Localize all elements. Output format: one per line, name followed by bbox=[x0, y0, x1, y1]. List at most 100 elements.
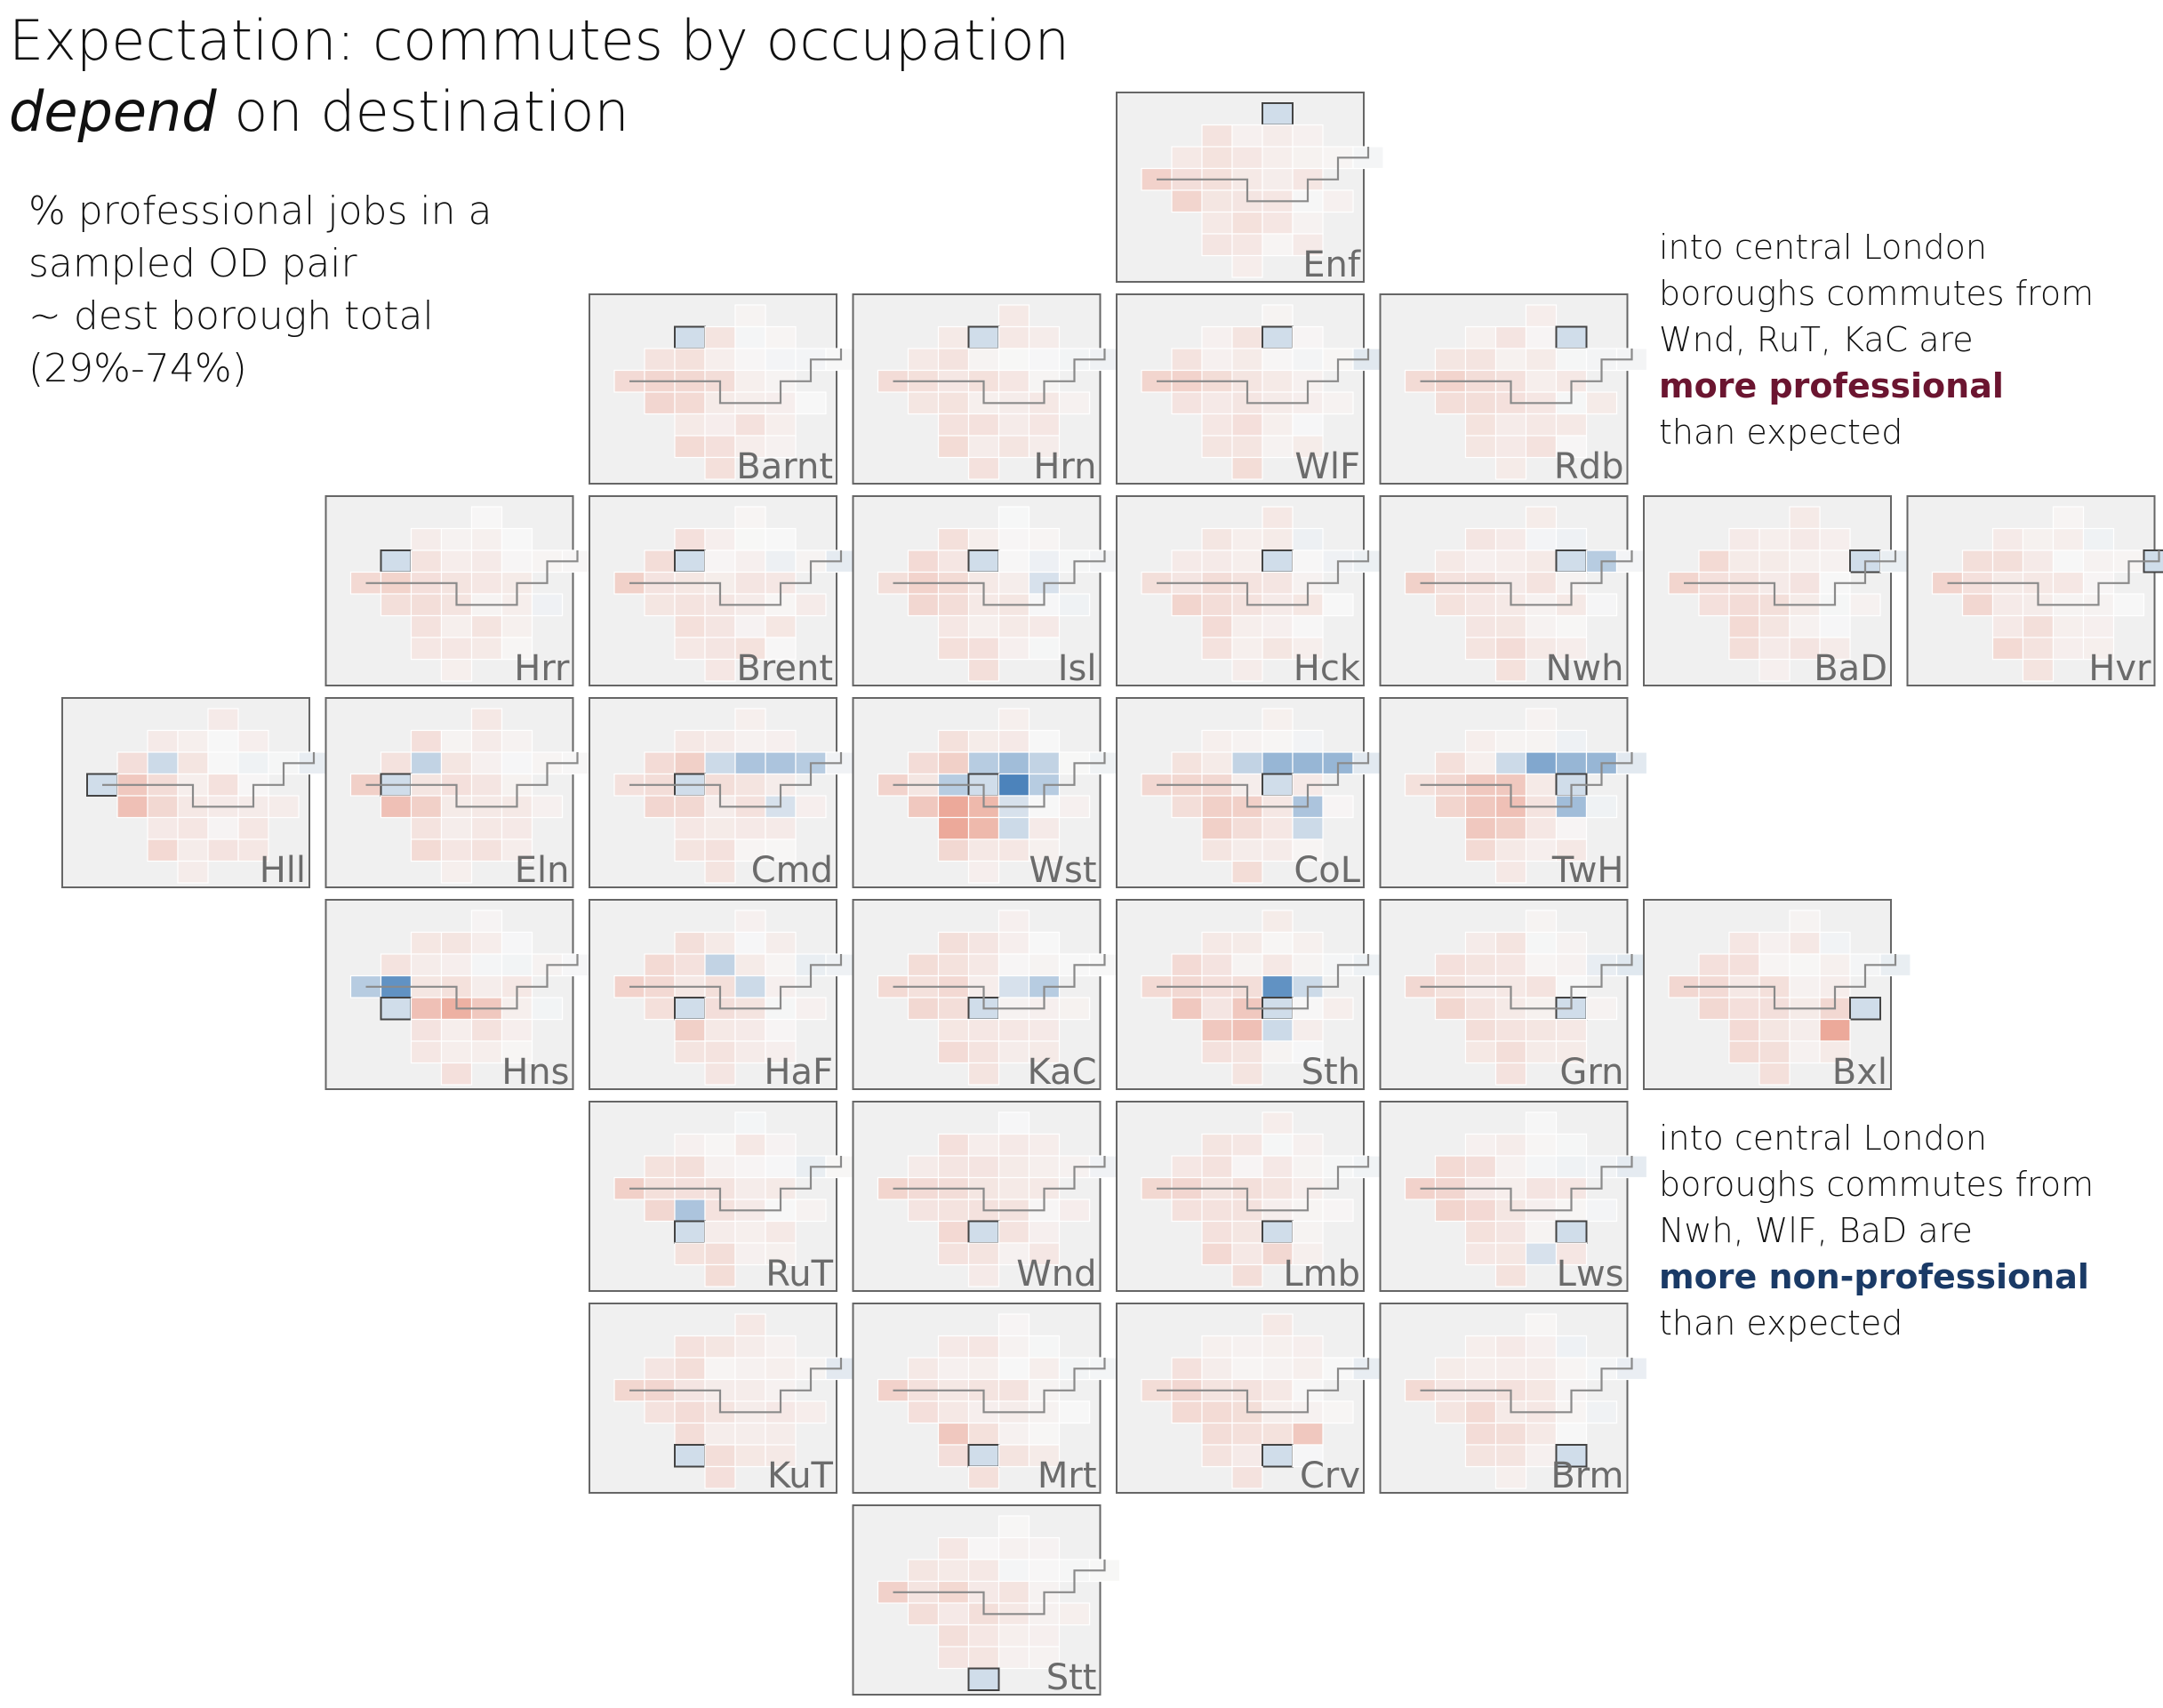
origin-cell bbox=[1728, 931, 1760, 955]
origin-cell bbox=[1231, 637, 1263, 661]
origin-cell bbox=[734, 1018, 766, 1042]
origin-cell bbox=[704, 1220, 736, 1244]
origin-cell bbox=[704, 549, 736, 573]
destination-cell bbox=[1262, 1444, 1294, 1468]
origin-cell bbox=[704, 1062, 736, 1086]
origin-cell bbox=[644, 795, 676, 819]
origin-cell bbox=[237, 751, 269, 775]
origin-cell bbox=[1262, 1378, 1294, 1402]
origin-cell bbox=[1525, 816, 1558, 840]
origin-cell bbox=[2022, 527, 2055, 551]
origin-cell bbox=[1555, 1133, 1588, 1157]
origin-cell bbox=[937, 549, 970, 573]
origin-cell bbox=[1058, 1400, 1091, 1424]
origin-cell bbox=[1171, 1199, 1203, 1223]
origin-cell bbox=[1525, 1357, 1558, 1381]
origin-cell bbox=[1058, 1602, 1091, 1626]
origin-cell bbox=[734, 1313, 766, 1337]
panel-rut: RuT bbox=[589, 1101, 857, 1295]
origin-cell bbox=[410, 838, 443, 862]
origin-cell bbox=[531, 795, 564, 819]
origin-cell bbox=[1464, 637, 1497, 661]
annotation-line: into central London bbox=[1659, 228, 1987, 267]
origin-cell bbox=[704, 348, 736, 372]
origin-cell bbox=[734, 1335, 766, 1359]
origin-cell bbox=[1231, 1220, 1263, 1244]
origin-cell bbox=[704, 637, 736, 661]
origin-cell bbox=[1028, 729, 1061, 753]
destination-cell bbox=[967, 1220, 1000, 1244]
origin-cell bbox=[1231, 325, 1263, 349]
origin-cell bbox=[1494, 1335, 1527, 1359]
origin-cell bbox=[704, 413, 736, 437]
origin-cell bbox=[470, 974, 503, 998]
origin-cell bbox=[1464, 527, 1497, 551]
origin-cell bbox=[2082, 549, 2115, 573]
origin-cell bbox=[674, 637, 706, 661]
origin-cell bbox=[1991, 549, 2024, 573]
origin-cell bbox=[1464, 1422, 1497, 1446]
origin-cell bbox=[1231, 1062, 1263, 1086]
origin-cell bbox=[1555, 729, 1588, 753]
origin-cell bbox=[674, 1040, 706, 1064]
origin-cell bbox=[2022, 637, 2055, 661]
origin-cell bbox=[1525, 1220, 1558, 1244]
river-line bbox=[893, 349, 1106, 405]
chart-title: Expectation: commutes by occupation depe… bbox=[9, 5, 1069, 148]
origin-cell bbox=[470, 1018, 503, 1042]
panel-label: Nwh bbox=[1546, 648, 1624, 689]
origin-cell bbox=[410, 527, 443, 551]
origin-cell bbox=[1494, 413, 1527, 437]
origin-cell bbox=[147, 838, 179, 862]
origin-cell bbox=[1464, 795, 1497, 819]
origin-cell bbox=[997, 1422, 1030, 1446]
origin-cell bbox=[1262, 211, 1294, 235]
origin-cell bbox=[501, 953, 533, 977]
origin-cell bbox=[1758, 1040, 1790, 1064]
origin-cell bbox=[1231, 658, 1263, 682]
panel-grn: Grn bbox=[1379, 899, 1648, 1093]
panel-nwh: Nwh bbox=[1379, 495, 1648, 689]
origin-cell bbox=[967, 1646, 1000, 1670]
origin-cell bbox=[644, 997, 676, 1021]
origin-cell bbox=[1789, 953, 1821, 977]
origin-cell bbox=[1494, 549, 1527, 573]
origin-cell bbox=[1028, 1242, 1061, 1266]
origin-cell bbox=[1201, 1242, 1233, 1266]
origin-cell bbox=[1231, 146, 1263, 170]
origin-cell bbox=[674, 435, 706, 459]
origin-cell bbox=[997, 637, 1030, 661]
origin-cell bbox=[1231, 614, 1263, 638]
river-line bbox=[1684, 954, 1897, 1010]
origin-cell bbox=[1231, 751, 1263, 775]
panel-brm: Brm bbox=[1379, 1303, 1648, 1496]
origin-cell bbox=[1494, 931, 1527, 955]
origin-cell bbox=[1201, 1040, 1233, 1064]
origin-cell bbox=[1789, 506, 1821, 530]
origin-cell bbox=[997, 1133, 1030, 1157]
origin-cell bbox=[1464, 413, 1497, 437]
origin-cell bbox=[1525, 527, 1558, 551]
origin-cell bbox=[1058, 1199, 1091, 1223]
origin-cell bbox=[937, 1357, 970, 1381]
origin-cell bbox=[1525, 1040, 1558, 1064]
panel-lmb: Lmb bbox=[1116, 1101, 1384, 1295]
origin-cell bbox=[410, 614, 443, 638]
origin-cell bbox=[1231, 1018, 1263, 1042]
origin-cell bbox=[2052, 571, 2085, 595]
destination-cell bbox=[1262, 1220, 1294, 1244]
origin-cell bbox=[1555, 435, 1588, 459]
origin-cell bbox=[1028, 413, 1061, 437]
panel-sth: Sth bbox=[1116, 899, 1384, 1093]
origin-cell bbox=[734, 1040, 766, 1064]
origin-cell bbox=[674, 1242, 706, 1266]
origin-cell bbox=[997, 931, 1030, 955]
origin-cell bbox=[1758, 953, 1790, 977]
origin-cell bbox=[2022, 658, 2055, 682]
origin-cell bbox=[1028, 1624, 1061, 1648]
origin-cell bbox=[268, 795, 300, 819]
origin-cell bbox=[1171, 997, 1203, 1021]
origin-cell bbox=[1028, 549, 1061, 573]
origin-cell bbox=[704, 1444, 736, 1468]
origin-cell bbox=[734, 614, 766, 638]
